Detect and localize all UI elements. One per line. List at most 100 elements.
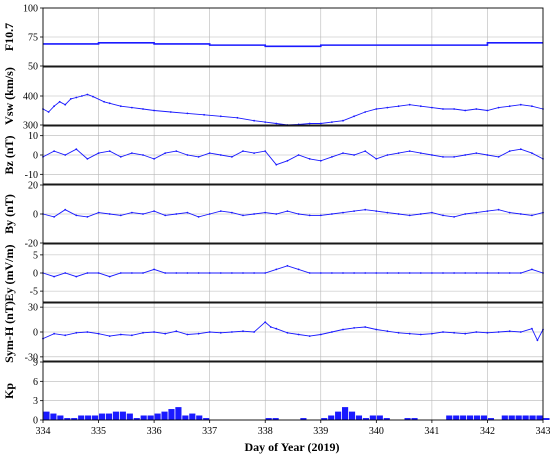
- data-point: [364, 208, 367, 211]
- data-point: [64, 103, 67, 106]
- data-point: [103, 100, 105, 103]
- data-point: [75, 214, 78, 217]
- data-point: [186, 211, 189, 214]
- y-tick-label: 0: [33, 269, 38, 280]
- kp-bar: [453, 415, 460, 420]
- data-point: [331, 331, 333, 333]
- kp-bar: [133, 418, 140, 420]
- kp-bar: [335, 411, 342, 420]
- data-point: [197, 332, 200, 335]
- data-point: [319, 272, 322, 274]
- data-point: [442, 108, 444, 110]
- data-point: [497, 106, 500, 109]
- data-point: [475, 331, 478, 333]
- data-point: [142, 213, 144, 215]
- data-point: [353, 154, 355, 156]
- data-point: [364, 326, 367, 328]
- y-tick-label: 5: [33, 250, 38, 261]
- data-point: [175, 330, 178, 333]
- data-point: [519, 331, 522, 333]
- data-point: [508, 211, 511, 214]
- data-point: [242, 272, 244, 274]
- data-point: [431, 272, 433, 274]
- data-point: [86, 272, 89, 274]
- y-axis-label-bz: Bz (nT): [2, 135, 16, 174]
- data-point: [208, 152, 211, 155]
- kp-bar: [168, 409, 175, 420]
- y-tick-label: 75: [28, 33, 38, 44]
- kp-bar: [543, 418, 550, 420]
- y-tick-label: -20: [25, 239, 38, 250]
- data-point: [119, 214, 122, 217]
- x-tick-label: 340: [369, 426, 384, 437]
- data-point: [53, 216, 55, 218]
- data-point: [442, 156, 444, 158]
- data-point: [253, 331, 256, 333]
- data-point: [286, 159, 289, 162]
- data-point: [86, 158, 89, 160]
- data-point: [308, 214, 311, 217]
- data-point: [308, 335, 311, 337]
- kp-bar: [529, 415, 536, 420]
- data-point: [464, 154, 467, 156]
- data-point: [536, 339, 539, 342]
- y-tick-label: 6: [33, 377, 38, 388]
- data-point: [75, 275, 78, 278]
- data-point: [386, 211, 389, 214]
- data-point: [131, 334, 133, 337]
- data-point: [253, 152, 256, 155]
- kp-bar: [272, 418, 279, 420]
- y-tick-label: 0: [33, 210, 38, 221]
- kp-bar: [64, 418, 71, 420]
- kp-bar: [369, 415, 376, 420]
- x-axis: 334 335 336 337 338 339 340 341 342 343: [36, 420, 550, 437]
- data-point: [286, 210, 289, 213]
- data-point: [519, 213, 522, 215]
- data-point: [531, 327, 533, 330]
- kp-bar: [265, 418, 272, 420]
- kp-bar: [50, 413, 57, 420]
- data-point: [508, 150, 511, 153]
- data-point: [486, 210, 489, 213]
- data-point: [353, 272, 355, 274]
- data-point: [431, 332, 433, 335]
- data-point: [519, 148, 522, 151]
- data-point: [219, 331, 222, 334]
- data-point: [108, 275, 111, 278]
- data-point: [408, 272, 411, 274]
- data-point: [164, 332, 167, 335]
- kp-bar: [112, 411, 119, 420]
- data-point: [153, 109, 156, 112]
- y-tick-label: 3: [33, 396, 38, 407]
- data-point: [131, 152, 133, 155]
- data-point: [497, 156, 500, 158]
- data-point: [242, 150, 244, 153]
- data-point: [475, 152, 478, 155]
- data-point: [331, 121, 333, 123]
- y-tick-label: -30: [25, 352, 38, 363]
- data-point: [169, 111, 172, 113]
- data-point: [53, 150, 55, 153]
- kp-bar: [105, 413, 113, 420]
- data-point: [475, 108, 478, 110]
- data-point: [464, 109, 467, 112]
- data-point: [397, 105, 400, 108]
- data-point: [119, 272, 122, 274]
- data-point: [364, 111, 367, 113]
- data-point: [486, 331, 489, 334]
- data-point: [297, 154, 300, 156]
- data-point: [253, 213, 256, 215]
- y-axis-label-f107: F10.7: [2, 23, 16, 51]
- data-point: [531, 268, 533, 271]
- panel-f107: 50 75 100 F10.7: [2, 4, 544, 73]
- panel-bz: -10 0 10 Bz (nT): [2, 125, 544, 185]
- data-point: [153, 331, 156, 333]
- panel-by: -20 0 20 By (nT): [2, 181, 544, 250]
- data-point: [208, 331, 211, 333]
- data-point: [375, 328, 378, 331]
- data-point: [197, 156, 200, 158]
- kp-bar: [175, 407, 182, 420]
- series-line-symh: [42, 321, 544, 342]
- data-point: [319, 333, 322, 336]
